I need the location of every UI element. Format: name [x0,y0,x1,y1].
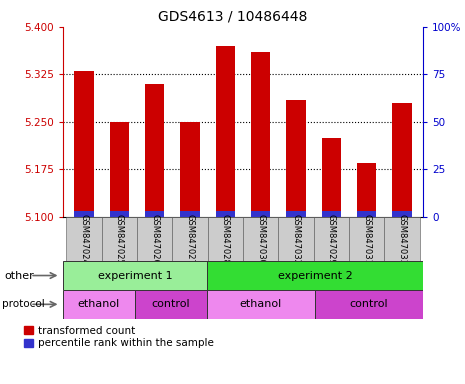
Text: GSM847024: GSM847024 [80,214,88,265]
Bar [286,100,306,217]
Text: ethanol: ethanol [78,299,120,310]
Bar [208,217,243,261]
Text: GSM847025: GSM847025 [115,214,124,265]
Bar [135,290,207,319]
Bar [145,84,164,217]
Bar [137,217,173,261]
Text: GDS4613 / 10486448: GDS4613 / 10486448 [158,10,307,23]
Bar [286,210,306,217]
Text: control: control [152,299,190,310]
Bar [74,71,93,217]
Bar [278,217,313,261]
Legend: transformed count, percentile rank within the sample: transformed count, percentile rank withi… [24,326,214,348]
Bar [315,290,423,319]
Text: GSM847027: GSM847027 [186,214,194,265]
Bar [357,163,376,217]
Bar [251,52,270,217]
Bar [180,210,199,217]
Bar [392,210,412,217]
Text: experiment 2: experiment 2 [278,270,352,281]
Text: experiment 1: experiment 1 [98,270,172,281]
Text: GSM847028: GSM847028 [221,214,230,265]
Bar [357,210,376,217]
Bar [110,210,129,217]
Bar [216,210,235,217]
Bar [349,217,384,261]
Text: GSM847026: GSM847026 [150,214,159,265]
Bar [322,210,341,217]
Text: ethanol: ethanol [240,299,282,310]
Bar [384,217,419,261]
Bar [251,210,270,217]
Bar [207,261,423,290]
Text: protocol: protocol [2,299,45,310]
Text: GSM847032: GSM847032 [292,214,300,265]
Bar [74,210,93,217]
Bar [313,217,349,261]
Text: GSM847033: GSM847033 [398,214,406,265]
Bar [145,210,164,217]
Text: GSM847029: GSM847029 [327,214,336,265]
Bar [63,290,135,319]
Bar [110,122,129,217]
Bar [102,217,137,261]
Text: control: control [350,299,388,310]
Text: GSM847030: GSM847030 [256,214,265,265]
Bar [392,103,412,217]
Bar [180,122,199,217]
Bar [243,217,278,261]
Bar [322,138,341,217]
Bar [216,46,235,217]
Bar [66,217,102,261]
Bar [173,217,208,261]
Text: other: other [5,270,34,281]
Bar [63,261,207,290]
Text: GSM847031: GSM847031 [362,214,371,265]
Bar [207,290,315,319]
